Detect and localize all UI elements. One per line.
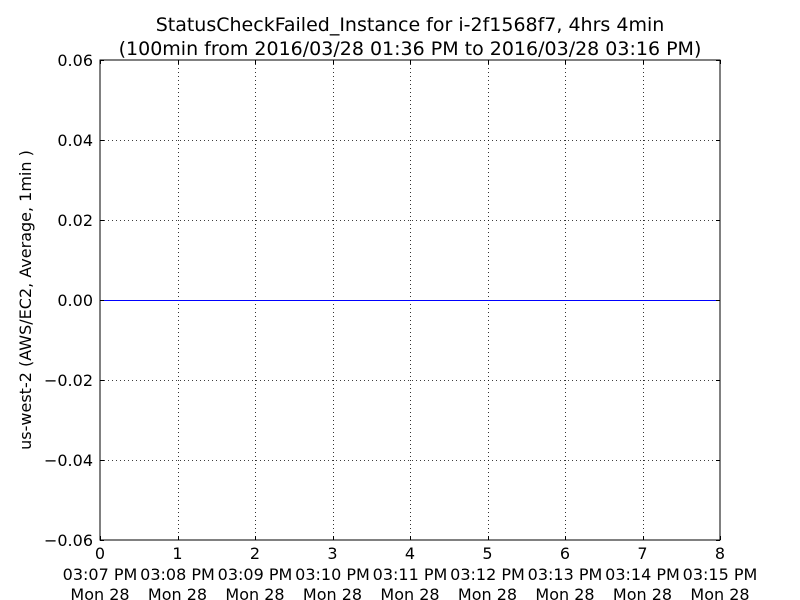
- y-tick-label: 0.00: [57, 291, 93, 310]
- y-tick-label: 0.02: [57, 211, 93, 230]
- y-tick-label: −0.02: [44, 371, 93, 390]
- x-time-label: 03:14 PM: [605, 565, 680, 584]
- y-tick-label: 0.04: [57, 131, 93, 150]
- x-time-label: 03:08 PM: [140, 565, 215, 584]
- chart-title: StatusCheckFailed_Instance for i-2f1568f…: [156, 14, 665, 36]
- x-time-label: 03:09 PM: [218, 565, 293, 584]
- x-day-label: Mon 28: [380, 585, 439, 600]
- x-tick-label: 0: [95, 544, 105, 563]
- x-day-label: Mon 28: [225, 585, 284, 600]
- x-tick-label: 7: [637, 544, 647, 563]
- x-tick-label: 6: [560, 544, 570, 563]
- y-tick-label: 0.06: [57, 51, 93, 70]
- x-day-label: Mon 28: [70, 585, 129, 600]
- x-day-label: Mon 28: [148, 585, 207, 600]
- x-time-label: 03:13 PM: [528, 565, 603, 584]
- x-day-label: Mon 28: [535, 585, 594, 600]
- x-time-label: 03:11 PM: [373, 565, 448, 584]
- x-time-label: 03:07 PM: [63, 565, 138, 584]
- x-tick-label: 2: [250, 544, 260, 563]
- x-tick-label: 1: [172, 544, 182, 563]
- x-tick-label: 8: [715, 544, 725, 563]
- x-tick-label: 3: [327, 544, 337, 563]
- y-tick-labels: −0.06 −0.04 −0.02 0.00 0.02 0.04 0.06: [44, 51, 93, 550]
- x-day-label: Mon 28: [458, 585, 517, 600]
- x-time-label: 03:12 PM: [450, 565, 525, 584]
- x-time-label: 03:15 PM: [683, 565, 758, 584]
- y-tick-label: −0.06: [44, 531, 93, 550]
- y-axis-label: us-west-2 (AWS/EC2, Average, 1min ): [16, 150, 35, 450]
- x-day-label: Mon 28: [690, 585, 749, 600]
- x-time-label: 03:10 PM: [295, 565, 370, 584]
- chart-subtitle: (100min from 2016/03/28 01:36 PM to 2016…: [119, 38, 702, 60]
- x-tick-label: 5: [482, 544, 492, 563]
- x-day-label: Mon 28: [613, 585, 672, 600]
- ticks: [100, 60, 721, 541]
- y-tick-label: −0.04: [44, 451, 93, 470]
- x-day-label: Mon 28: [303, 585, 362, 600]
- x-tick-label: 4: [405, 544, 415, 563]
